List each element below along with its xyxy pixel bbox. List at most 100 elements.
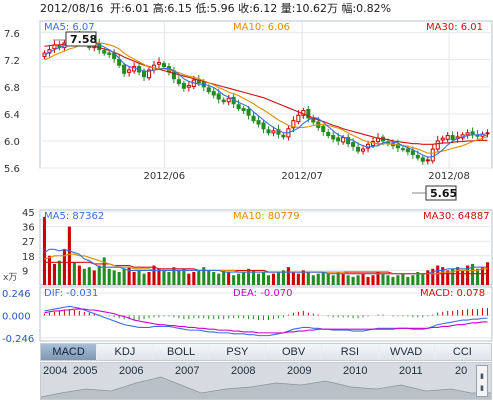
price-ma-lines [44, 38, 488, 158]
tab-obv[interactable]: OBV [266, 344, 323, 360]
tab-macd[interactable]: MACD [41, 344, 98, 360]
timeline-area [41, 376, 491, 399]
timeline-year: 2011 [399, 365, 423, 377]
candle-body [485, 132, 490, 135]
price-ma30-label: MA30: 6.01 [426, 22, 483, 33]
macd-y-tick: 0.000 [2, 312, 31, 323]
high-label: 7.58 [70, 33, 97, 46]
macd-label: MACD: 0.078 [420, 288, 485, 299]
volume-bar [471, 263, 475, 285]
tab-psy[interactable]: PSY [210, 344, 266, 360]
volume-y-tick: 45 [22, 208, 35, 219]
volume-bar [366, 276, 370, 285]
volume-bar [341, 273, 345, 285]
low-callout-box [425, 185, 457, 201]
candle-body [296, 114, 301, 123]
timeline-year: 2004 [43, 365, 68, 377]
volume-y-ticks: 45 36 27 18 9 [22, 208, 35, 277]
volume-bar [247, 268, 251, 285]
macd-dif-line [44, 305, 488, 337]
volume-bar [466, 265, 470, 285]
candle-body [271, 130, 276, 134]
price-ma30-line [44, 43, 488, 145]
volume-bar [316, 273, 320, 285]
volume-bar [326, 273, 330, 285]
candle-body [425, 159, 430, 162]
grip-icon: ▮ [480, 372, 484, 380]
candle-body [281, 134, 286, 138]
macd-histogram [43, 308, 489, 321]
volume-bar [441, 267, 445, 285]
volume-bar [381, 273, 385, 285]
candle-body [356, 146, 361, 152]
volume-bar [152, 265, 156, 285]
candle-body [156, 62, 162, 65]
volume-bar [57, 260, 61, 285]
candle-body [181, 82, 186, 89]
candle-body [117, 58, 122, 66]
price-x-ticks: 2012/06 2012/07 2012/08 [144, 171, 470, 182]
volume-ma-lines [44, 248, 488, 275]
tab-wvad[interactable]: WVAD [379, 344, 435, 360]
candle-body [351, 142, 356, 147]
price-y-tick: 7.6 [4, 29, 20, 40]
volume-bar [401, 273, 405, 285]
tab-cci[interactable]: CCI [435, 344, 491, 360]
volume-bar [97, 265, 101, 285]
price-x-tick: 2012/07 [281, 171, 323, 182]
volume-bars [42, 216, 490, 285]
macd-y-tick: 0.246 [2, 289, 31, 300]
candle-body [326, 132, 331, 137]
candle-body [261, 122, 266, 130]
candle-body [251, 115, 256, 122]
volume-bar [177, 270, 181, 285]
low-label: 5.65 [430, 187, 457, 200]
timeline-handle[interactable]: ▮ ▮ [476, 365, 488, 397]
volume-bar [42, 216, 47, 285]
volume-bar [212, 272, 216, 285]
volume-bar [261, 272, 266, 285]
volume-bar [321, 272, 325, 285]
price-y-tick: 6.0 [4, 137, 20, 148]
volume-bar [436, 265, 440, 285]
tab-kdj[interactable]: KDJ [97, 344, 154, 360]
chart-canvas: 2012/08/16 开:6.01 高:6.15 低:5.96 收:6.12 量… [2, 1, 493, 343]
candle-body [216, 93, 221, 100]
volume-bar [237, 273, 241, 285]
candle-body [102, 50, 107, 54]
volume-unit: x万 [3, 273, 17, 283]
candle-body [331, 135, 336, 140]
macd-gridlines [40, 292, 492, 339]
volume-bar [202, 267, 206, 285]
tab-boll[interactable]: BOLL [154, 344, 210, 360]
volume-bar [252, 270, 256, 285]
volume-bar [77, 265, 81, 285]
volume-bar [217, 273, 221, 285]
volume-bar [142, 273, 146, 285]
timeline-overview [41, 376, 491, 399]
volume-ma30-label: MA30: 64887 [423, 211, 490, 222]
timeline-navigator[interactable]: 2004 2005 2006 2007 2008 2009 2010 2011 … [40, 362, 492, 400]
candle-body [122, 64, 127, 74]
volume-bar [192, 272, 196, 285]
timeline-year: 2005 [73, 365, 98, 377]
volume-bar [147, 272, 151, 285]
volume-bar [52, 263, 56, 285]
price-ma5-label: MA5: 6.07 [44, 22, 95, 33]
volume-bar [456, 267, 460, 285]
candle-body [400, 148, 405, 151]
candle-body [336, 137, 341, 142]
volume-bar [480, 267, 485, 285]
volume-bar [291, 272, 295, 285]
volume-bar [286, 267, 290, 285]
volume-bar [82, 268, 86, 285]
volume-bar [301, 270, 305, 285]
volume-bar [222, 270, 226, 285]
volume-bar [167, 272, 171, 285]
candle-body [236, 104, 241, 109]
tab-rsi[interactable]: RSI [322, 344, 379, 360]
volume-bar [336, 272, 340, 285]
candle-body [321, 125, 326, 132]
volume-bar [157, 268, 161, 285]
header-ohlc: 开:6.01 高:6.15 低:5.96 收:6.12 量:10.62万 幅:0… [110, 1, 391, 15]
